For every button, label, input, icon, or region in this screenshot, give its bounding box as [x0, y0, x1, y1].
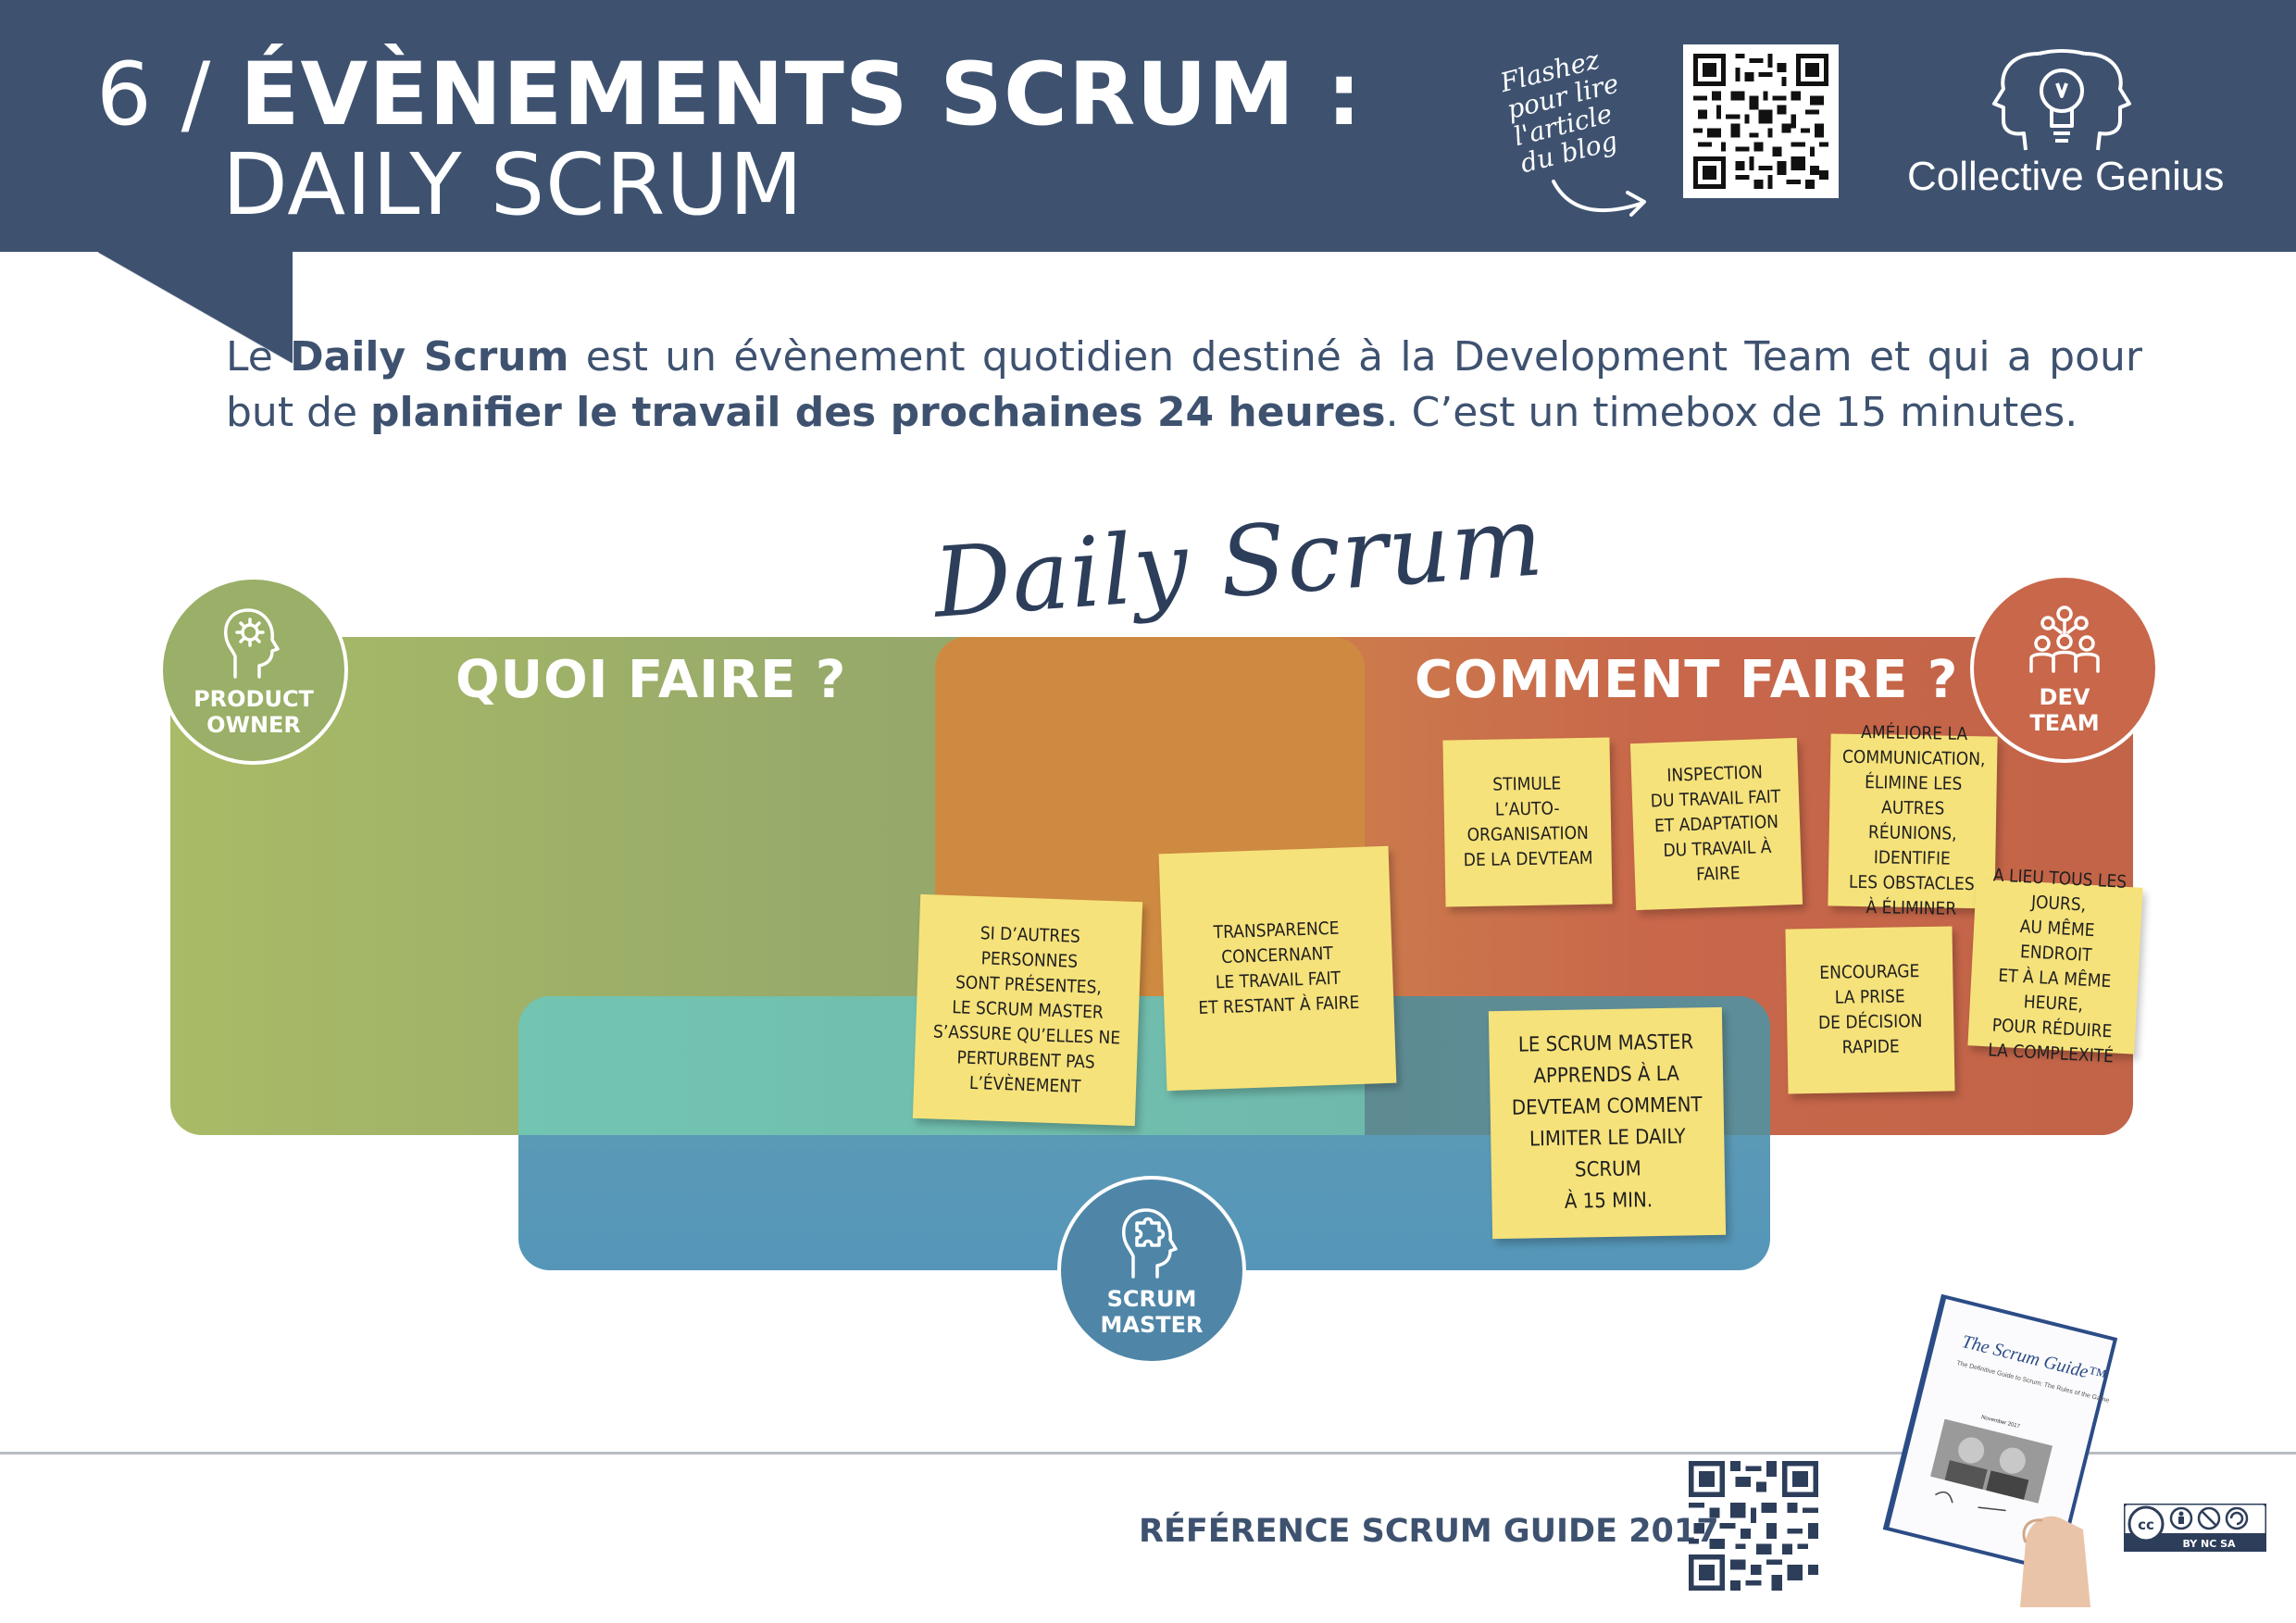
- what-label: QUOI FAIRE ?: [455, 650, 847, 710]
- note-line: la prise: [1834, 986, 1905, 1008]
- note-text: Si d’autres personnes sont présentes, le…: [929, 919, 1127, 1101]
- head-gear-icon: [224, 608, 280, 679]
- note-line: rapide: [1841, 1036, 1900, 1058]
- note-text: Améliore la communication, élimine les a…: [1840, 720, 1986, 923]
- note-line: les obstacles: [1848, 871, 1975, 895]
- product-owner-badge: PRODUCT OWNER: [159, 576, 348, 765]
- note-line: DevTeam comment: [1511, 1093, 1703, 1120]
- how-label: COMMENT FAIRE ?: [1415, 650, 1959, 710]
- note-line: de la DevTeam: [1463, 847, 1593, 871]
- intro-text-3: . C’est un timebox de 15 minutes.: [1385, 389, 2078, 436]
- team-icon: [2029, 606, 2100, 673]
- note-line: réunions, identifie: [1867, 822, 1957, 869]
- license-text: BY NC SA: [2182, 1538, 2236, 1550]
- note-text: Inspection du travail fait et adaptation…: [1646, 759, 1788, 889]
- brand-name: Collective Genius: [1907, 154, 2225, 199]
- product-owner-label: PRODUCT OWNER: [193, 686, 314, 738]
- note-line: communication,: [1841, 746, 1986, 770]
- scrum-guide-book-illustration: The Scrum Guide™ The Definitive Guide to…: [1882, 1293, 2118, 1607]
- sticky-note-decision: Encourage la prise de décision rapide: [1785, 926, 1955, 1094]
- svg-text:cc: cc: [2138, 1517, 2154, 1533]
- note-line: limiter le Daily Scrum: [1529, 1125, 1686, 1182]
- sticky-note-same-place: A lieu tous les jours, au même endroit e…: [1967, 865, 2143, 1067]
- note-line: Stimule: [1492, 773, 1562, 795]
- note-line: à 15 min.: [1564, 1189, 1653, 1214]
- note-text: A lieu tous les jours, au même endroit e…: [1981, 863, 2128, 1069]
- note-line: de décision: [1817, 1011, 1923, 1033]
- note-line: Le Scrum Master: [1517, 1030, 1694, 1057]
- intro-paragraph: Le Daily Scrum est un évènement quotidie…: [226, 330, 2142, 441]
- intro-text-2: est un évènement quotidien destiné à la …: [226, 333, 2142, 436]
- arrow-icon: [1552, 180, 1646, 217]
- sticky-note-inspection: Inspection du travail fait et adaptation…: [1629, 737, 1803, 911]
- head-puzzle-icon: [1122, 1208, 1178, 1279]
- title-number: 6 /: [96, 44, 212, 145]
- dev-team-label: DEV TEAM: [2029, 684, 2099, 736]
- intro-bold-1: Daily Scrum: [290, 333, 569, 381]
- role-label-line: OWNER: [206, 712, 301, 738]
- intro-bold-2: planifier le travail des prochaines 24 h…: [370, 389, 1386, 436]
- sticky-note-self-organization: Stimule l’auto-organisation de la DevTea…: [1442, 737, 1613, 907]
- header-banner: [0, 0, 2296, 252]
- note-line: et à la même heure,: [1997, 965, 2112, 1016]
- scrum-master-label: SCRUM MASTER: [1101, 1286, 1204, 1338]
- note-line: apprends à la: [1533, 1062, 1680, 1089]
- note-line: Améliore la: [1860, 722, 1968, 745]
- footer-divider: [0, 1452, 2296, 1454]
- note-line: A lieu tous les jours,: [1992, 865, 2128, 916]
- note-line: au même endroit: [2019, 916, 2096, 967]
- creative-commons-icon: cc BY NC SA: [2124, 1504, 2266, 1552]
- note-text: Le Scrum Master apprends à la DevTeam co…: [1504, 1027, 1711, 1219]
- note-line: à éliminer: [1866, 897, 1957, 919]
- note-text: Transparence concernant le travail fait …: [1195, 916, 1360, 1021]
- scrum-guide-qr-code[interactable]: [1689, 1461, 1818, 1591]
- page-subtitle: DAILY SCRUM: [222, 135, 805, 234]
- title-bold: ÉVÈNEMENTS SCRUM :: [240, 44, 1363, 145]
- role-label-line: MASTER: [1100, 1312, 1204, 1338]
- daily-scrum-script-title: Daily Scrum: [930, 484, 1547, 640]
- scrum-guide-reference: RÉFÉRENCE SCRUM GUIDE 2017: [1139, 1513, 1719, 1550]
- brain-lightbulb-logo-icon: [1992, 49, 2131, 151]
- intro-text-1: Le: [226, 333, 291, 381]
- note-line: l’auto-organisation: [1466, 798, 1590, 846]
- role-label-line: PRODUCT: [193, 686, 314, 712]
- role-label-line: SCRUM: [1106, 1286, 1197, 1312]
- note-text: Encourage la prise de décision rapide: [1817, 959, 1923, 1061]
- note-line: Si d’autres personnes: [980, 922, 1081, 972]
- qr-code-icon: [1689, 1461, 1818, 1591]
- blog-qr-code[interactable]: [1683, 44, 1839, 198]
- note-line: Encourage: [1819, 961, 1920, 983]
- note-line: et restant à faire: [1198, 992, 1360, 1019]
- sticky-note-transparency: Transparence concernant le travail fait …: [1158, 845, 1397, 1092]
- note-text: Stimule l’auto-organisation de la DevTea…: [1458, 771, 1597, 874]
- page-title: 6 / ÉVÈNEMENTS SCRUM :: [96, 44, 1363, 145]
- role-label-line: DEV: [2039, 684, 2090, 710]
- role-label-line: TEAM: [2029, 710, 2100, 736]
- note-line: élimine les autres: [1864, 772, 1963, 819]
- sticky-note-timebox: Le Scrum Master apprends à la DevTeam co…: [1488, 1006, 1727, 1240]
- sticky-note-other-people: Si d’autres personnes sont présentes, le…: [912, 893, 1143, 1127]
- scrum-master-badge: SCRUM MASTER: [1057, 1176, 1246, 1365]
- note-line: du travail à faire: [1663, 836, 1772, 885]
- qr-code-icon: [1693, 54, 1828, 189]
- sticky-note-communication: Améliore la communication, élimine les a…: [1828, 722, 1998, 919]
- dev-team-badge: DEV TEAM: [1970, 574, 2159, 763]
